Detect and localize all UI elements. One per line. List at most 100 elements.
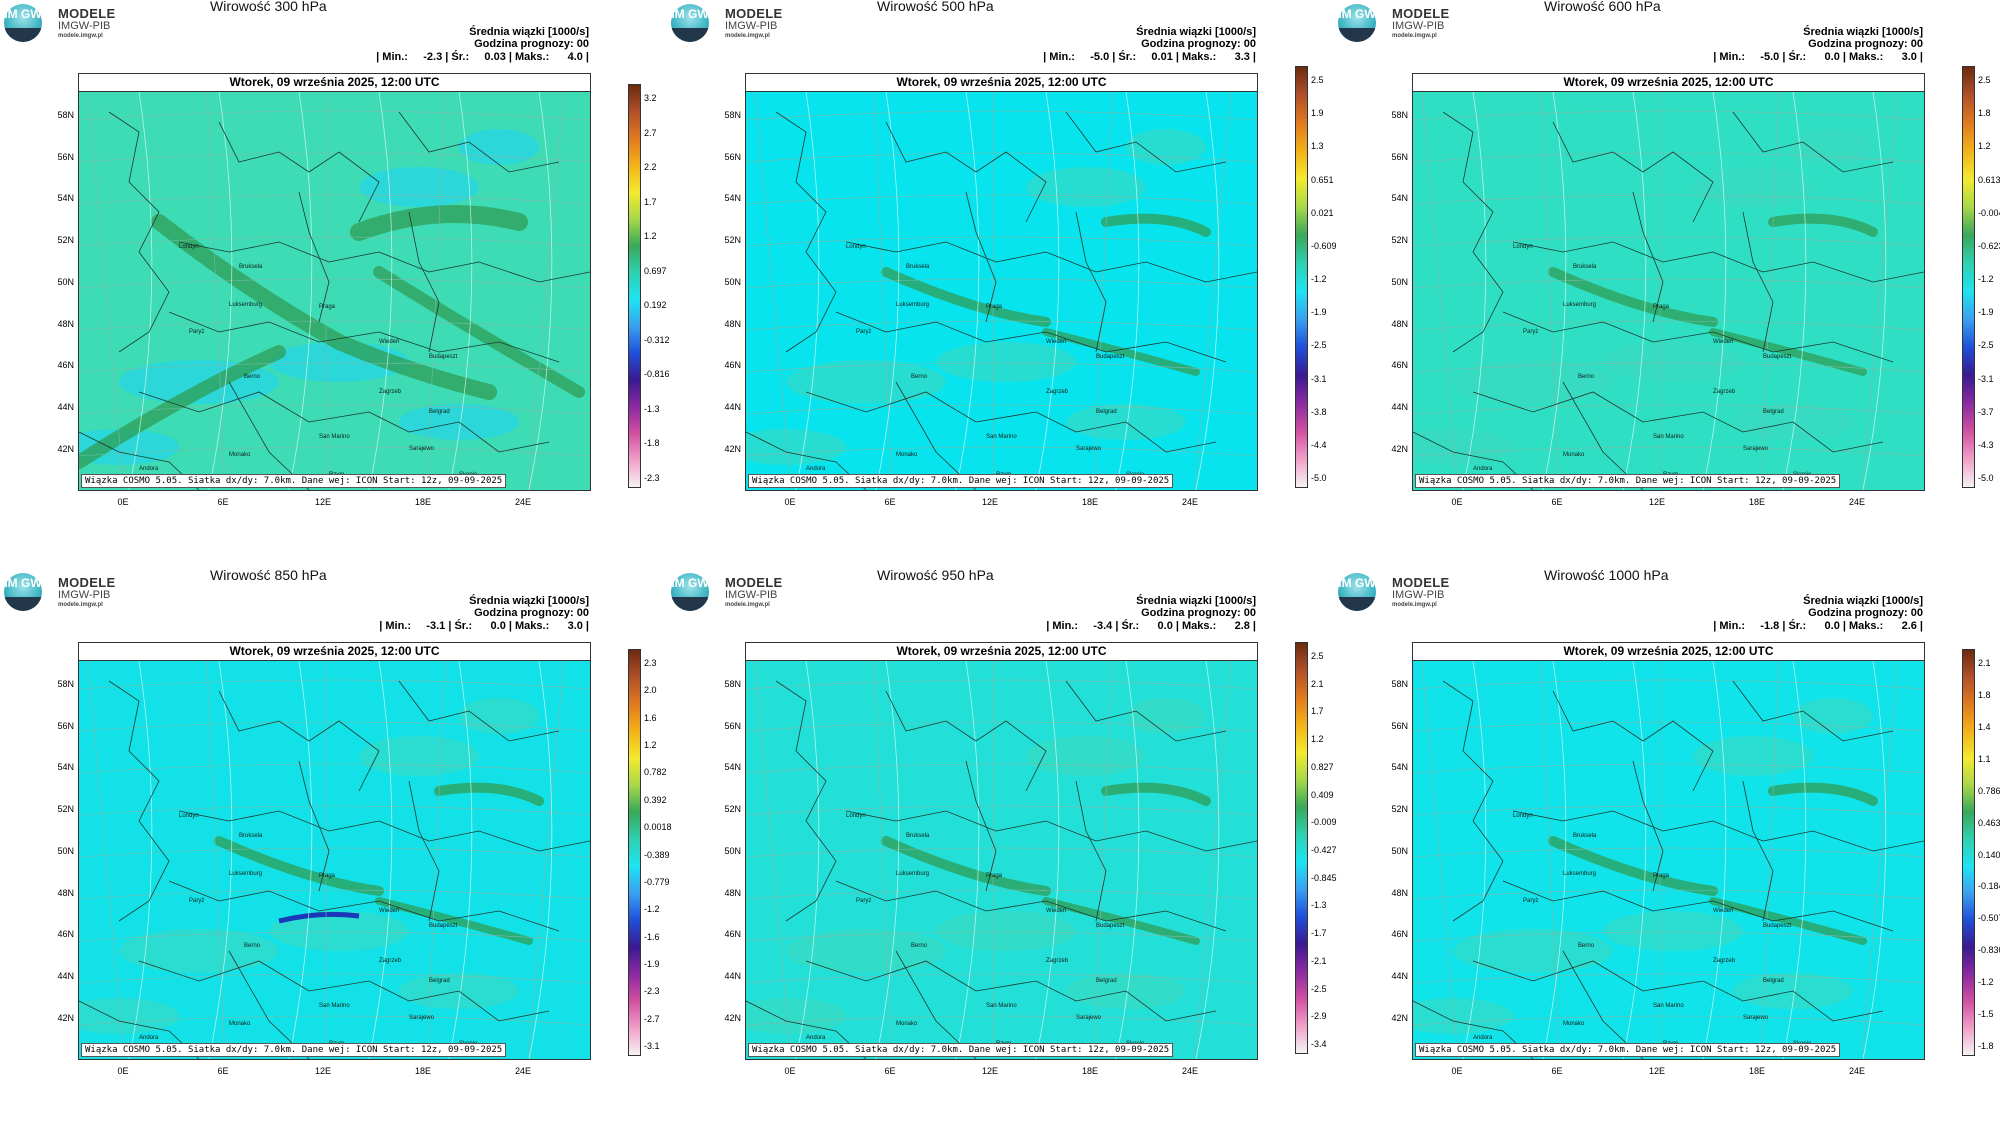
city-label: Belgrad: [1763, 978, 1784, 984]
city-label: Berno: [244, 943, 261, 949]
logo-mark: IM GW: [671, 7, 709, 21]
lat-tick-label: 58N: [57, 110, 74, 120]
lat-tick-label: 56N: [1391, 151, 1408, 162]
colorbar-label: 1.7: [1311, 706, 1324, 717]
city-label: Zagrzeb: [1713, 958, 1736, 964]
lat-tick-label: 52N: [724, 235, 741, 246]
map-date: Wtorek, 09 września 2025, 12:00 UTC: [746, 643, 1257, 661]
lon-tick-label: 24E: [514, 497, 531, 507]
graticule-lat: [79, 362, 590, 373]
graticule-lon: [1194, 661, 1232, 1059]
border-line: [1065, 111, 1227, 173]
colorbar-label: 2.3: [644, 658, 657, 668]
city-label: Luksemburg: [229, 302, 263, 308]
geopotential-isoline: [208, 661, 233, 1059]
map-footer: Wiązka COSMO 5.05. Siatka dx/dy: 7.0km. …: [81, 1043, 507, 1057]
colorbar-label: -3.7: [1978, 406, 1994, 417]
colorbar: [1962, 649, 1975, 1056]
lat-tick-label: 52N: [724, 804, 741, 815]
colorbar: [628, 84, 641, 488]
border-line: [178, 810, 590, 852]
city-label: Paryż: [1523, 329, 1539, 335]
colorbar-label: -2.3: [644, 986, 660, 997]
stats-line: | Min.: -1.8 | Śr.: 0.0 | Maks.: 2.6 |: [1713, 620, 1923, 632]
field-patch: [1026, 736, 1146, 776]
border-line: [1732, 680, 1894, 742]
lon-tick-label: 0E: [784, 1066, 796, 1076]
geopotential-isoline: [288, 661, 313, 1059]
city-label: Monako: [1563, 1021, 1585, 1027]
imgw-logo: IM GW MODELE IMGW-PIB modele.imgw.pl: [671, 573, 782, 613]
lat-tick-label: 48N: [724, 318, 741, 329]
border-line: [298, 760, 330, 892]
lat-tick-label: 50N: [1391, 845, 1408, 856]
city-label: Budapeszt: [1096, 354, 1125, 360]
map-footer: Wiązka COSMO 5.05. Siatka dx/dy: 7.0km. …: [748, 474, 1174, 488]
border-line: [885, 121, 1047, 223]
city-label: Praga: [319, 873, 336, 879]
border-line: [1065, 680, 1227, 742]
colorbar-label: 1.6: [644, 712, 657, 723]
graticule-lat: [746, 446, 1257, 457]
panel-title: Wirowość 300 hPa: [210, 0, 327, 14]
logo-subtitle: IMGW-PIB: [58, 20, 111, 32]
logo-mark: IM GW: [1338, 576, 1376, 590]
city-label: Berno: [911, 374, 928, 380]
lat-tick-label: 44N: [724, 970, 741, 981]
city-label: Wiedeń: [1713, 339, 1734, 345]
colorbar: [1962, 66, 1975, 488]
border-line: [218, 690, 380, 792]
city-label: Budapeszt: [1763, 923, 1792, 929]
colorbar-label: 0.613: [1978, 174, 2000, 185]
lat-tick-label: 42N: [724, 443, 741, 454]
mean-label: Średnia wiązki [1000/s]: [1803, 595, 1923, 607]
vorticity-panel: IM GW MODELE IMGW-PIB modele.imgw.pl Wirowoś…: [0, 567, 672, 1137]
graticule-lat: [746, 404, 1257, 415]
lon-tick-label: 18E: [414, 1066, 431, 1076]
vorticity-band: [1768, 213, 1878, 237]
stats-line: | Min.: -2.3 | Śr.: 0.03 | Maks.: 4.0 |: [376, 51, 589, 63]
graticule-lat: [746, 152, 1257, 163]
logo-emblem-icon: IM GW: [4, 4, 42, 42]
vorticity-panel: IM GW MODELE IMGW-PIB modele.imgw.pl Wirowoś…: [1334, 0, 2000, 568]
colorbar-label: -2.5: [1311, 983, 1327, 994]
colorbar-label: -1.7: [1311, 928, 1327, 939]
geopotential-isoline: [1542, 661, 1567, 1059]
lon-tick-label: 0E: [117, 497, 129, 507]
field-patch: [269, 911, 409, 951]
logo-title: MODELE: [1392, 575, 1450, 590]
border-line: [1075, 780, 1107, 922]
border-line: [1472, 960, 1884, 1022]
colorbar-label: -4.4: [1311, 439, 1327, 450]
colorbar-label: 1.3: [1311, 141, 1324, 152]
graticule-lat: [79, 152, 590, 163]
city-label: San Marino: [1653, 1003, 1684, 1009]
graticule-lat: [746, 320, 1257, 331]
lat-tick-label: 58N: [724, 110, 741, 120]
graticule-lon: [873, 92, 893, 490]
graticule-lat: [79, 278, 590, 289]
map-date: Wtorek, 09 września 2025, 12:00 UTC: [1413, 643, 1924, 661]
border-line: [1732, 111, 1894, 173]
city-label: Bruksela: [906, 264, 930, 270]
city-label: Berno: [1578, 943, 1595, 949]
city-label: Andora: [139, 466, 159, 472]
graticule-lat: [79, 763, 590, 774]
lat-tick-label: 58N: [57, 679, 74, 689]
logo-url: modele.imgw.pl: [1392, 33, 1437, 39]
colorbar-label: 1.2: [1978, 141, 1991, 152]
graticule-lon: [754, 92, 792, 490]
border-line: [398, 680, 560, 742]
border-line: [1075, 211, 1107, 353]
colorbar-label: 2.7: [644, 127, 657, 138]
lon-tick-label: 6E: [884, 497, 896, 507]
logo-title: MODELE: [1392, 6, 1450, 21]
border-line: [178, 241, 590, 283]
city-label: Bruksela: [906, 833, 930, 839]
lat-tick-label: 42N: [57, 1012, 74, 1023]
city-label: Sarajewo: [1076, 1015, 1102, 1021]
panel-title: Wirowość 1000 hPa: [1544, 567, 1669, 583]
border-line: [965, 760, 997, 892]
lon-tick-label: 0E: [1451, 497, 1463, 507]
colorbar-label: 2.2: [644, 162, 657, 173]
